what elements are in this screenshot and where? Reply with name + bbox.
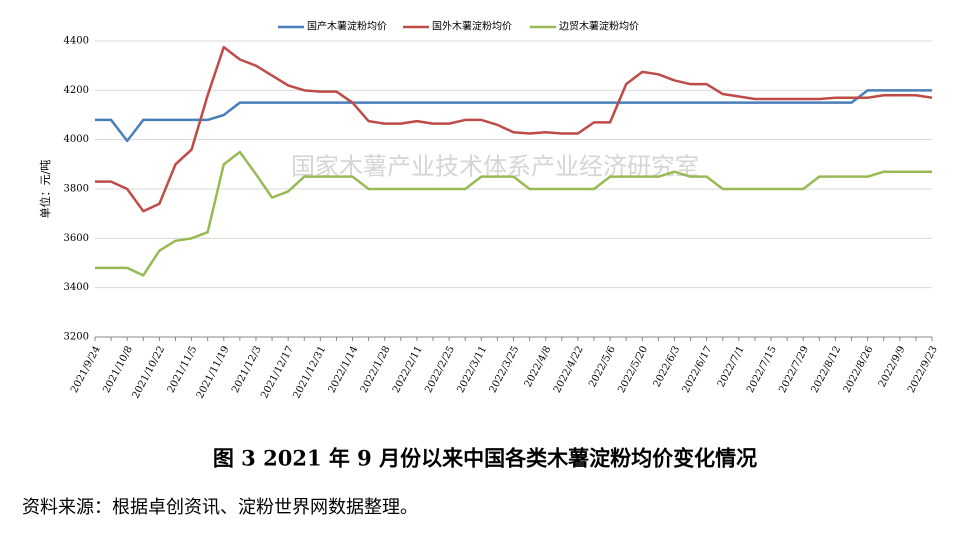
x-tick-label: 2021/12/3 [230,344,264,394]
x-tick-label: 2022/6/17 [681,344,715,394]
x-tick-label: 2022/5/6 [587,344,618,389]
x-tick-label: 2022/9/9 [877,344,908,389]
series-line [95,89,932,143]
x-tick-label: 2022/4/8 [523,344,554,389]
x-tick-label: 2022/4/22 [552,344,586,394]
caption: 图 3 2021 年 9 月份以来中国各类木薯淀粉均价变化情况 [213,446,757,471]
x-tick-label: 2022/1/28 [359,344,393,394]
x-tick-label: 2021/10/8 [101,344,135,394]
series-line [95,150,932,277]
x-tick-label: 2022/6/3 [652,344,683,389]
legend-label: 国外木薯淀粉均价 [432,20,512,33]
x-tick-label: 2022/7/29 [777,344,811,394]
x-tick-label: 2021/10/22 [130,344,167,400]
y-tick-label: 3800 [64,184,89,195]
x-tick-label: 2022/3/25 [488,344,522,394]
x-tick-label: 2022/3/11 [455,344,489,394]
x-tick-label: 2022/5/20 [616,344,650,394]
x-tick-label: 2022/2/25 [423,344,457,394]
x-tick-label: 2022/9/23 [906,344,940,394]
legend-label: 边贸木薯淀粉均价 [559,20,639,33]
series-line [95,45,933,213]
x-tick-label: 2021/11/19 [195,344,232,400]
y-axis-label: 单位：元/吨 [38,160,52,219]
legend-label: 国产木薯淀粉均价 [307,20,387,33]
y-tick-label: 4000 [64,134,89,145]
x-tick-label: 2022/7/1 [716,344,747,389]
x-tick-label: 2022/2/11 [391,344,425,394]
source-note: 资料来源：根据卓创资讯、淀粉世界网数据整理。 [22,497,418,518]
x-tick-label: 2021/12/31 [291,344,328,400]
x-tick-label: 2022/8/12 [809,344,843,394]
y-tick-label: 3600 [64,233,89,244]
x-tick-label: 2021/12/17 [259,344,296,400]
y-tick-label: 3200 [64,332,89,343]
y-tick-label: 4200 [64,85,89,96]
x-tick-label: 2022/8/26 [842,344,876,394]
x-tick-label: 2022/7/15 [745,344,779,394]
y-tick-label: 4400 [64,36,89,47]
x-tick-label: 2021/9/24 [69,344,103,394]
y-tick-label: 3400 [64,282,89,293]
x-tick-label: 2022/1/14 [327,344,361,394]
x-tick-label: 2021/11/5 [166,344,200,394]
